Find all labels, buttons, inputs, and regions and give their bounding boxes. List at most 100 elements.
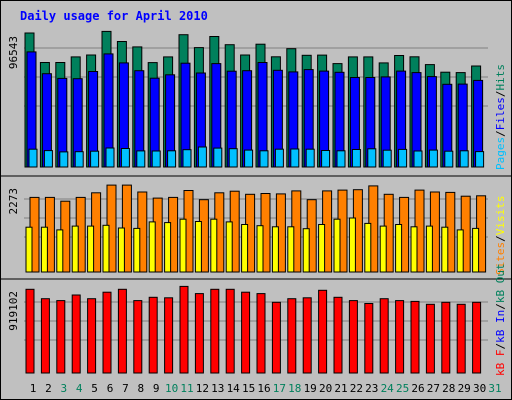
- bar-pages-day-1: [28, 148, 38, 168]
- x-tick-label-7: 7: [122, 382, 129, 395]
- bar-visits-day-2: [40, 226, 48, 273]
- bar-visits-day-21: [333, 218, 341, 273]
- x-axis-labels: 1 2 3 4 5 6 7 8 9 10 11 12 13 14 15 16 17 18 19 20 21 22 23 24 2…: [30, 382, 502, 395]
- x-tick-label-17: 17: [273, 382, 286, 395]
- y-max-label: 2273: [7, 188, 20, 215]
- bar-kb-f-day-17: [271, 301, 281, 374]
- bar-kb-f-day-7: [117, 288, 127, 374]
- bar-pages-day-2: [43, 150, 53, 168]
- y-max-label: 919102: [7, 291, 20, 331]
- chart-title: Daily usage for April 2010: [20, 9, 208, 23]
- bar-kb-f-day-15: [241, 291, 251, 374]
- bar-kb-f-day-23: [364, 303, 374, 374]
- bar-kb-f-day-28: [441, 301, 451, 374]
- y-label-separator: /: [494, 343, 507, 350]
- bar-visits-day-9: [148, 221, 156, 273]
- bar-pages-day-10: [167, 150, 177, 168]
- bar-pages-day-7: [120, 148, 130, 168]
- x-tick-label-24: 24: [381, 382, 395, 395]
- bar-kb-f-day-26: [410, 300, 420, 374]
- y-label-part: kB F: [494, 350, 507, 377]
- bar-kb-f-day-13: [210, 288, 220, 374]
- x-tick-label-15: 15: [242, 382, 255, 395]
- bar-visits-day-27: [425, 225, 433, 273]
- bar-pages-day-30: [475, 151, 485, 168]
- y-label-part: kB Out: [494, 263, 507, 303]
- x-tick-label-19: 19: [304, 382, 317, 395]
- bar-pages-day-12: [197, 146, 207, 168]
- bar-kb-f-day-6: [102, 291, 112, 374]
- y-label-separator: /: [494, 303, 507, 310]
- bar-visits-day-14: [225, 221, 233, 273]
- bar-kb-f-day-29: [456, 303, 466, 374]
- y-axis-label: Sites/Visits: [494, 196, 507, 276]
- bar-visits-day-8: [133, 227, 141, 273]
- bar-pages-day-22: [351, 149, 361, 168]
- bar-pages-day-5: [90, 150, 100, 168]
- bar-kb-f-day-8: [133, 300, 143, 374]
- y-axis-label: kB F/kB In/kB Out: [494, 263, 507, 376]
- bar-pages-day-24: [382, 149, 392, 168]
- bar-pages-day-21: [336, 150, 346, 168]
- bar-visits-day-25: [395, 224, 403, 273]
- bar-pages-day-3: [59, 151, 69, 168]
- bar-visits-day-22: [348, 217, 356, 273]
- y-label-part: Visits: [494, 196, 507, 236]
- bar-pages-day-13: [213, 147, 223, 168]
- bar-pages-day-27: [428, 149, 438, 168]
- bar-visits-day-11: [179, 218, 187, 273]
- bar-kb-f-day-10: [164, 297, 174, 374]
- x-tick-label-2: 2: [45, 382, 52, 395]
- bar-visits-day-12: [194, 221, 202, 273]
- bar-kb-f-day-30: [472, 301, 482, 374]
- y-label-part: Sites: [494, 242, 507, 275]
- bar-kb-f-day-19: [302, 297, 312, 374]
- bar-pages-day-15: [244, 149, 254, 168]
- y-label-part: kB In: [494, 310, 507, 343]
- bar-kb-f-day-16: [256, 293, 266, 374]
- x-tick-label-23: 23: [365, 382, 378, 395]
- x-tick-label-28: 28: [442, 382, 455, 395]
- panel-visits-sites: 2273 Sites/Visits: [0, 175, 512, 276]
- y-label-part: Hits: [494, 64, 507, 91]
- bar-visits-day-19: [302, 228, 310, 273]
- bar-pages-day-17: [274, 148, 284, 168]
- y-label-separator: /: [494, 235, 507, 242]
- x-tick-label-13: 13: [211, 382, 224, 395]
- bar-kb-f-day-9: [148, 296, 158, 374]
- bar-visits-day-3: [56, 229, 64, 273]
- bar-visits-day-10: [164, 222, 172, 273]
- x-tick-label-16: 16: [257, 382, 270, 395]
- bar-visits-day-18: [287, 226, 295, 273]
- bar-visits-day-15: [241, 224, 249, 273]
- bar-visits-day-17: [271, 226, 279, 273]
- bar-pages-day-20: [321, 150, 331, 168]
- bar-kb-f-day-5: [87, 298, 97, 374]
- y-label-part: Files: [494, 97, 507, 130]
- x-tick-label-29: 29: [458, 382, 471, 395]
- x-tick-label-18: 18: [288, 382, 301, 395]
- bar-visits-day-4: [71, 225, 79, 273]
- x-tick-label-11: 11: [180, 382, 193, 395]
- bar-visits-day-29: [456, 229, 464, 273]
- bar-kb-f-day-3: [56, 300, 66, 374]
- bar-pages-day-14: [228, 148, 238, 168]
- bar-pages-day-28: [444, 150, 454, 168]
- y-label-separator: /: [494, 91, 507, 98]
- bar-visits-day-26: [410, 226, 418, 273]
- x-tick-label-8: 8: [137, 382, 144, 395]
- x-tick-label-30: 30: [473, 382, 486, 395]
- x-tick-label-4: 4: [76, 382, 83, 395]
- x-tick-label-6: 6: [107, 382, 114, 395]
- bar-pages-day-25: [398, 148, 408, 168]
- bar-visits-day-6: [102, 224, 110, 273]
- x-tick-label-26: 26: [411, 382, 424, 395]
- x-tick-label-10: 10: [165, 382, 178, 395]
- x-tick-label-5: 5: [91, 382, 98, 395]
- bar-visits-day-5: [87, 225, 95, 273]
- bar-kb-f-day-27: [425, 303, 435, 374]
- bar-pages-day-11: [182, 149, 192, 168]
- bar-visits-day-7: [117, 227, 125, 273]
